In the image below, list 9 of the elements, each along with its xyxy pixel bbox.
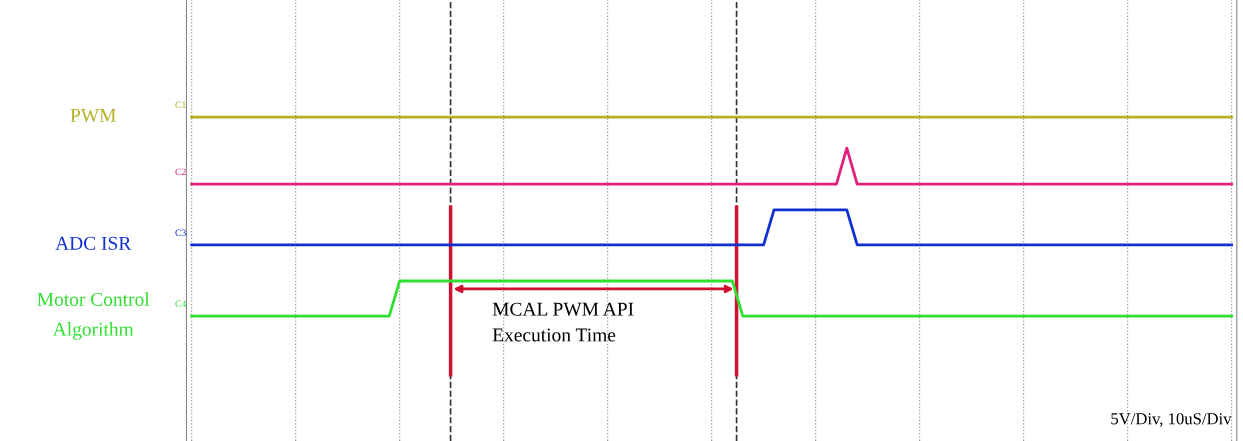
annotation: MCAL PWM API Execution Time: [492, 302, 634, 342]
text: C4: [175, 300, 187, 308]
text: C1: [175, 101, 186, 109]
text: C3: [175, 229, 186, 237]
text: PWM: [70, 108, 116, 122]
text: Motor Control Algorithm: [37, 292, 150, 340]
text: C2: [175, 168, 186, 176]
text: 5V/Div, 10uS/Div: [1111, 413, 1232, 427]
text: ADC ISR: [55, 236, 132, 250]
